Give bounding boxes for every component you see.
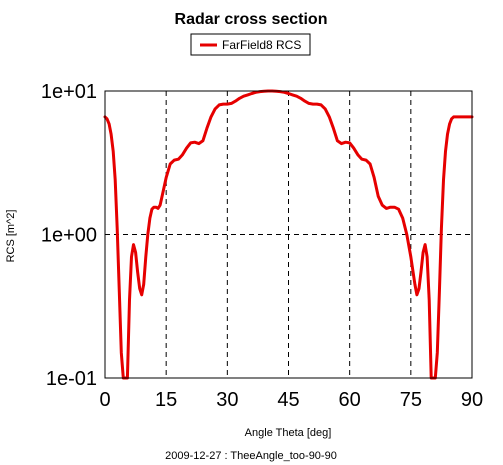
y-tick-label: 1e-01 xyxy=(46,368,97,390)
legend-series-label: FarField8 RCS xyxy=(222,38,301,52)
y-axis-title: RCS [m^2] xyxy=(5,210,17,263)
y-tick-label: 1e+00 xyxy=(41,225,97,247)
x-tick-label: 60 xyxy=(339,389,361,411)
grid-lines xyxy=(105,91,472,378)
x-tick-label: 45 xyxy=(277,389,299,411)
y-axis-ticks: 1e-01 1e+00 1e+01 xyxy=(41,81,97,390)
x-tick-label: 0 xyxy=(99,389,110,411)
chart-footer: 2009-12-27 : TheeAngle_too-90-90 xyxy=(165,450,337,462)
x-tick-label: 90 xyxy=(461,389,483,411)
x-axis-title: Angle Theta [deg] xyxy=(245,427,332,439)
legend-box xyxy=(190,33,311,56)
chart-title: Radar cross section xyxy=(175,11,328,28)
plot-area-border xyxy=(104,90,473,379)
y-tick-label: 1e+01 xyxy=(41,81,97,103)
x-tick-label: 15 xyxy=(155,389,177,411)
x-tick-label: 75 xyxy=(400,389,422,411)
x-tick-label: 30 xyxy=(216,389,238,411)
x-axis-ticks: 0 15 30 45 60 75 90 xyxy=(99,389,483,411)
legend: FarField8 RCS xyxy=(190,33,311,56)
